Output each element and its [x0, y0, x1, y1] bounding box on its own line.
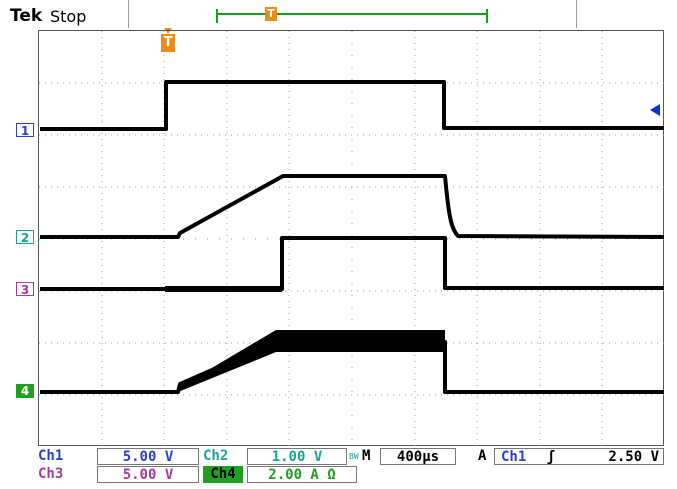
trigger-level-icon[interactable]: [650, 104, 660, 116]
ch3-ground-marker[interactable]: 3: [16, 282, 34, 297]
rising-edge-icon: ʃ: [546, 449, 556, 465]
readout-row-2: Ch3 5.00 V Ch4 2.00 A Ω: [38, 466, 664, 483]
ch2-scale[interactable]: 1.00 V: [247, 448, 347, 465]
ch3-scale[interactable]: 5.00 V: [97, 466, 199, 483]
ch4-label: Ch4: [203, 466, 243, 483]
header-divider: [128, 0, 129, 28]
ch4-ground-marker[interactable]: 4: [16, 384, 34, 398]
ch3-label: Ch3: [38, 466, 64, 482]
ch2-trace: [40, 174, 665, 239]
timebase-value[interactable]: 400µs: [380, 448, 456, 465]
ch4-scale[interactable]: 2.00 A Ω: [247, 466, 357, 483]
trigger-source: Ch1: [501, 449, 527, 465]
ch1-ground-marker[interactable]: 1: [16, 123, 34, 138]
acquisition-state: Stop: [50, 7, 87, 26]
ch4-ripple-band: [178, 330, 445, 392]
record-length-indicator: [216, 9, 488, 27]
ch2-ground-marker[interactable]: 2: [16, 230, 34, 245]
brand-label: Tek: [10, 6, 43, 26]
bandwidth-limit-badge: BW: [349, 452, 359, 461]
ch1-label: Ch1: [38, 448, 64, 464]
ch3-trace: [40, 236, 664, 291]
readout-row-1: Ch1 5.00 V Ch2 1.00 V BW M 400µs A Ch1 ʃ…: [38, 448, 664, 465]
trigger-position-icon: T: [265, 7, 277, 21]
timebase-label: M: [362, 448, 371, 464]
trigger-mode: A: [478, 448, 487, 464]
ch1-trace: [40, 80, 664, 131]
ch2-label: Ch2: [203, 448, 229, 464]
ch1-scale[interactable]: 5.00 V: [97, 448, 199, 465]
trigger-marker-icon[interactable]: T: [161, 28, 175, 52]
header-divider: [576, 0, 577, 28]
trigger-settings[interactable]: Ch1 ʃ 2.50 V: [494, 448, 664, 465]
trigger-level: 2.50 V: [608, 449, 659, 465]
status-header: Tek Stop T: [0, 0, 677, 30]
